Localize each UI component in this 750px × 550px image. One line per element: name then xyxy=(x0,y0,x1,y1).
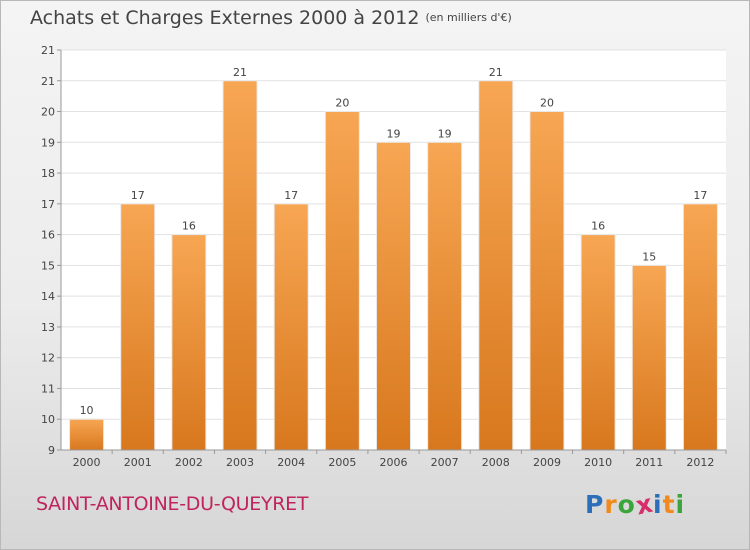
data-label-2005: 20 xyxy=(335,97,349,110)
bar-2011 xyxy=(631,264,667,451)
logo-letter: o xyxy=(617,490,636,519)
data-label-2012: 17 xyxy=(693,189,707,202)
x-tick-label-2003: 2003 xyxy=(226,456,254,469)
bar-2005 xyxy=(324,111,360,451)
y-tick-label: 17 xyxy=(41,198,55,211)
bar-2012 xyxy=(682,203,718,451)
data-label-2010: 16 xyxy=(591,220,605,233)
data-label-2011: 15 xyxy=(642,250,656,263)
y-tick-label: 21 xyxy=(41,75,55,88)
logo-letter: i xyxy=(675,490,686,519)
data-label-2000: 10 xyxy=(80,404,94,417)
y-tick-label: 10 xyxy=(41,413,55,426)
chart-unit: (en milliers d'€) xyxy=(425,11,512,24)
data-label-2006: 19 xyxy=(387,127,401,140)
x-tick-label-2004: 2004 xyxy=(277,456,305,469)
x-tick-label-2005: 2005 xyxy=(328,456,356,469)
data-label-2003: 21 xyxy=(233,66,247,79)
bar-2003 xyxy=(222,80,258,451)
y-tick-label: 13 xyxy=(41,321,55,334)
y-tick-label: 12 xyxy=(41,352,55,365)
x-tick-label-2009: 2009 xyxy=(533,456,561,469)
data-label-2009: 20 xyxy=(540,97,554,110)
proxiti-logo: Proxiti xyxy=(585,489,686,521)
x-tick-label-2001: 2001 xyxy=(124,456,152,469)
data-label-2007: 19 xyxy=(438,127,452,140)
x-tick-label-2000: 2000 xyxy=(73,456,101,469)
x-tick-label-2011: 2011 xyxy=(635,456,663,469)
data-label-2001: 17 xyxy=(131,189,145,202)
bar-2010 xyxy=(580,234,616,451)
x-tick-label-2010: 2010 xyxy=(584,456,612,469)
y-tick-label: 18 xyxy=(41,167,55,180)
bar-2001 xyxy=(120,203,156,451)
x-tick-label-2006: 2006 xyxy=(380,456,408,469)
y-tick-label: 20 xyxy=(41,106,55,119)
bar-2006 xyxy=(376,141,411,451)
y-tick-label: 19 xyxy=(41,136,55,149)
bar-2004 xyxy=(273,203,309,451)
y-tick-label: 14 xyxy=(41,290,55,303)
chart-title-text: Achats et Charges Externes 2000 à 2012 xyxy=(30,7,420,29)
logo-letter: i xyxy=(653,490,663,519)
x-tick-label-2002: 2002 xyxy=(175,456,203,469)
data-label-2008: 21 xyxy=(489,66,503,79)
data-label-2004: 17 xyxy=(284,189,298,202)
data-label-2002: 16 xyxy=(182,220,196,233)
y-tick-label: 15 xyxy=(41,259,55,272)
city-name: SAINT-ANTOINE-DU-QUEYRET xyxy=(36,493,309,515)
bar-2007 xyxy=(427,141,463,451)
x-tick-label-2012: 2012 xyxy=(686,456,714,469)
logo-letter: P xyxy=(585,490,605,519)
x-tick-label-2008: 2008 xyxy=(482,456,510,469)
logo-letter: t xyxy=(662,490,676,519)
bar-2009 xyxy=(529,111,565,451)
y-tick-label: 16 xyxy=(41,229,55,242)
chart-title: Achats et Charges Externes 2000 à 2012 (e… xyxy=(30,7,512,29)
y-tick-label: 11 xyxy=(41,382,55,395)
logo-letter: r xyxy=(604,490,618,519)
y-tick-label: 21 xyxy=(41,44,55,57)
bar-2000 xyxy=(69,418,105,451)
bar-2002 xyxy=(171,234,207,451)
bar-2008 xyxy=(478,80,514,451)
y-tick-label: 9 xyxy=(48,444,55,457)
x-tick-label-2007: 2007 xyxy=(431,456,459,469)
